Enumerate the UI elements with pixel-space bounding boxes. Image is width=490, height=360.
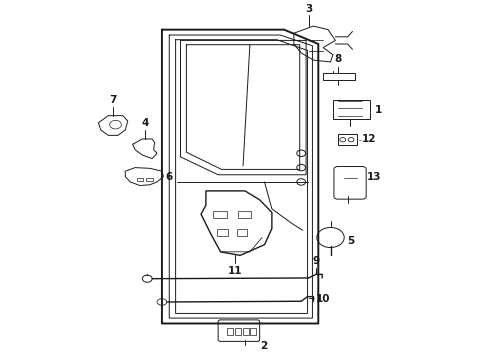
FancyBboxPatch shape bbox=[334, 167, 366, 199]
Text: 12: 12 bbox=[362, 134, 377, 144]
Bar bbox=[250, 328, 256, 335]
Text: 13: 13 bbox=[367, 172, 382, 181]
Bar bbox=[243, 328, 249, 335]
Text: 11: 11 bbox=[228, 266, 243, 276]
FancyBboxPatch shape bbox=[333, 99, 369, 119]
Text: 3: 3 bbox=[305, 4, 312, 14]
Text: 9: 9 bbox=[312, 256, 319, 266]
Text: 7: 7 bbox=[109, 95, 117, 105]
Bar bbox=[235, 328, 241, 335]
Bar bbox=[147, 177, 153, 181]
Text: 10: 10 bbox=[316, 294, 330, 304]
FancyBboxPatch shape bbox=[218, 320, 260, 341]
Bar bbox=[323, 73, 355, 80]
Text: 4: 4 bbox=[141, 118, 148, 128]
Bar bbox=[213, 211, 227, 219]
Bar bbox=[137, 177, 144, 181]
Bar bbox=[237, 229, 247, 236]
Bar bbox=[217, 229, 228, 236]
Bar bbox=[227, 328, 233, 335]
Text: 5: 5 bbox=[347, 236, 355, 246]
Text: 1: 1 bbox=[374, 105, 382, 115]
Bar bbox=[238, 211, 251, 219]
Bar bbox=[338, 134, 357, 145]
Text: 6: 6 bbox=[165, 172, 172, 181]
Text: 8: 8 bbox=[334, 54, 342, 64]
Text: 2: 2 bbox=[260, 341, 267, 351]
